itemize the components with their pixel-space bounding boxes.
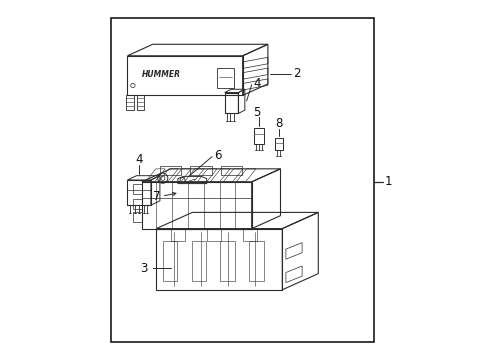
Bar [163, 241, 177, 281]
Text: 2: 2 [292, 67, 300, 80]
Bar [133, 184, 142, 194]
Text: 4: 4 [253, 77, 261, 90]
Bar [217, 68, 233, 88]
Text: 1: 1 [384, 175, 391, 188]
Text: HUMMER: HUMMER [142, 70, 181, 79]
Text: 4: 4 [135, 153, 142, 166]
Bar [159, 166, 181, 175]
Bar [190, 166, 211, 175]
Bar [111, 18, 373, 342]
Bar [133, 199, 142, 209]
Bar [206, 229, 221, 241]
Bar [249, 241, 263, 281]
Bar [136, 95, 144, 110]
Bar [220, 241, 234, 281]
Bar [125, 95, 133, 110]
Bar [220, 166, 242, 175]
Bar [133, 212, 142, 222]
Text: 3: 3 [140, 262, 147, 275]
Text: 8: 8 [275, 117, 282, 130]
Bar [242, 229, 257, 241]
Text: 5: 5 [253, 106, 260, 119]
Text: 6: 6 [213, 149, 221, 162]
Text: 7: 7 [152, 190, 160, 203]
Bar [170, 229, 185, 241]
Bar [191, 241, 205, 281]
